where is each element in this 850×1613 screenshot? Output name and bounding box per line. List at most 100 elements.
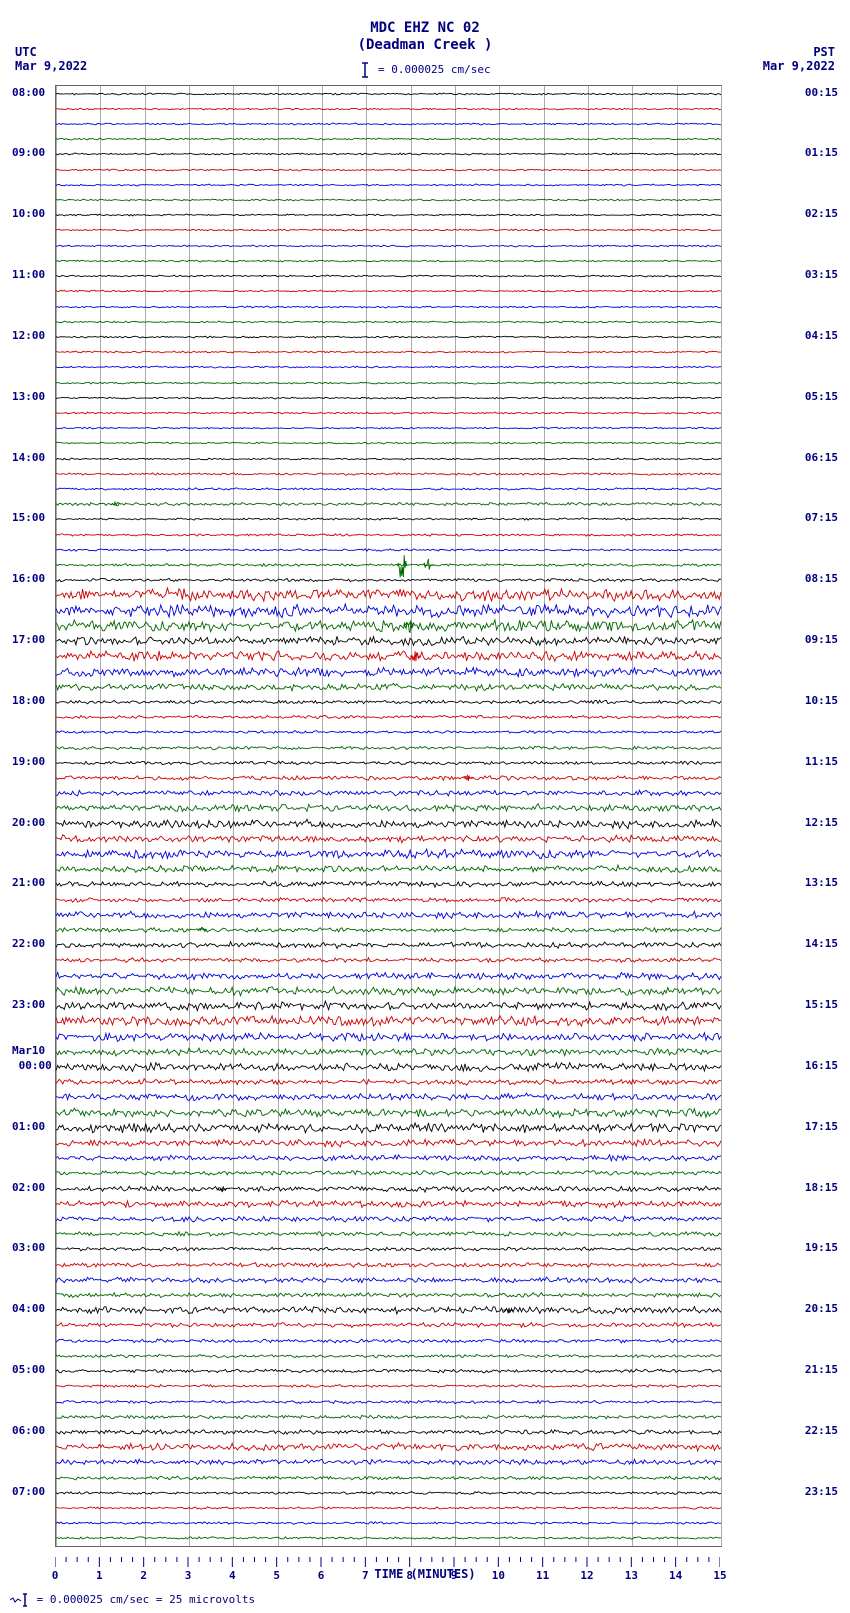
utc-time-label: 03:00 — [12, 1241, 45, 1254]
utc-time-label: 09:00 — [12, 146, 45, 159]
seismic-trace — [56, 1422, 721, 1502]
seismic-trace — [56, 373, 721, 453]
seismic-trace — [56, 221, 721, 301]
utc-time-label: 21:00 — [12, 876, 45, 889]
grid-vertical — [544, 86, 545, 1546]
seismic-trace — [56, 829, 721, 909]
pst-time-label: 18:15 — [805, 1181, 838, 1194]
pst-time-label: 22:15 — [805, 1424, 838, 1437]
pst-time-label: 17:15 — [805, 1120, 838, 1133]
seismic-trace — [56, 84, 721, 164]
utc-date: Mar 9,2022 — [15, 59, 87, 73]
station-code: MDC EHZ NC 02 — [0, 20, 850, 37]
seismic-trace — [56, 495, 721, 575]
seismic-trace — [56, 875, 721, 955]
pst-time-label: 19:15 — [805, 1241, 838, 1254]
utc-time-label: 06:00 — [12, 1424, 45, 1437]
grid-vertical — [56, 86, 57, 1546]
utc-time-label: 14:00 — [12, 451, 45, 464]
seismic-trace — [56, 1057, 721, 1137]
seismic-trace — [56, 282, 721, 362]
utc-time-label: 05:00 — [12, 1363, 45, 1376]
seismic-trace — [56, 1118, 721, 1198]
seismic-trace — [56, 1027, 721, 1107]
seismic-trace — [56, 905, 721, 985]
seismic-trace — [56, 1255, 721, 1335]
seismic-trace — [56, 525, 721, 605]
seismogram-plot — [55, 85, 722, 1547]
utc-time-label: 11:00 — [12, 268, 45, 281]
seismic-trace — [56, 677, 721, 757]
utc-time-label: 01:00 — [12, 1120, 45, 1133]
seismic-trace — [56, 753, 721, 833]
utc-tz: UTC — [15, 45, 87, 59]
pst-time-label: 16:15 — [805, 1059, 838, 1072]
seismic-trace — [56, 890, 721, 970]
pst-time-label: 14:15 — [805, 937, 838, 950]
seismic-trace — [56, 692, 721, 772]
seismic-trace — [56, 723, 721, 803]
pst-header: PST Mar 9,2022 — [763, 45, 835, 74]
seismic-trace — [56, 662, 721, 742]
seismic-trace — [56, 738, 721, 818]
seismic-trace — [56, 130, 721, 210]
seismic-trace — [56, 1194, 721, 1274]
utc-time-label: 02:00 — [12, 1181, 45, 1194]
grid-vertical — [455, 86, 456, 1546]
seismic-trace — [56, 1285, 721, 1365]
pst-time-label: 05:15 — [805, 390, 838, 403]
pst-time-label: 03:15 — [805, 268, 838, 281]
x-axis-label: TIME (MINUTES) — [0, 1567, 850, 1581]
pst-time-label: 01:15 — [805, 146, 838, 159]
pst-time-label: 06:15 — [805, 451, 838, 464]
seismic-trace — [56, 1453, 721, 1533]
seismic-trace — [56, 297, 721, 377]
station-location: (Deadman Creek ) — [0, 37, 850, 54]
pst-time-label: 11:15 — [805, 755, 838, 768]
utc-time-label: 04:00 — [12, 1302, 45, 1315]
pst-time-label: 21:15 — [805, 1363, 838, 1376]
utc-time-label: 12:00 — [12, 329, 45, 342]
seismic-trace — [56, 1468, 721, 1548]
pst-time-label: 23:15 — [805, 1485, 838, 1498]
utc-time-label: 00:00 — [12, 1059, 52, 1072]
seismic-trace — [56, 1073, 721, 1153]
seismic-trace — [56, 1042, 721, 1122]
grid-vertical — [588, 86, 589, 1546]
seismic-trace — [56, 1088, 721, 1168]
pst-tz: PST — [763, 45, 835, 59]
seismic-trace — [56, 768, 721, 848]
utc-time-label: 15:00 — [12, 511, 45, 524]
seismic-trace — [56, 814, 721, 894]
seismic-trace — [56, 99, 721, 179]
seismic-trace — [56, 1301, 721, 1381]
grid-vertical — [100, 86, 101, 1546]
seismic-trace — [56, 981, 721, 1061]
seismic-trace — [56, 1377, 721, 1457]
utc-header: UTC Mar 9,2022 — [15, 45, 87, 74]
utc-time-label: 10:00 — [12, 207, 45, 220]
header: MDC EHZ NC 02 (Deadman Creek ) = 0.00002… — [0, 20, 850, 78]
seismic-trace — [56, 1149, 721, 1229]
seismic-trace — [56, 327, 721, 407]
scale-indicator: = 0.000025 cm/sec — [0, 62, 850, 78]
seismic-trace — [56, 1012, 721, 1092]
seismic-trace — [56, 449, 721, 529]
pst-date: Mar 9,2022 — [763, 59, 835, 73]
utc-time-label: 17:00 — [12, 633, 45, 646]
seismic-trace — [56, 616, 721, 696]
seismic-trace — [56, 1392, 721, 1472]
seismic-trace — [56, 160, 721, 240]
seismic-trace — [56, 1346, 721, 1426]
utc-time-label: 23:00 — [12, 998, 45, 1011]
seismic-trace — [56, 510, 721, 590]
seismic-trace — [56, 251, 721, 331]
seismogram-container: MDC EHZ NC 02 (Deadman Creek ) = 0.00002… — [0, 0, 850, 1613]
utc-time-label: 13:00 — [12, 390, 45, 403]
seismic-trace — [56, 1407, 721, 1487]
seismic-trace — [56, 1240, 721, 1320]
seismic-trace — [56, 479, 721, 559]
seismic-trace — [56, 844, 721, 924]
seismic-trace — [56, 69, 721, 149]
pst-time-label: 10:15 — [805, 694, 838, 707]
